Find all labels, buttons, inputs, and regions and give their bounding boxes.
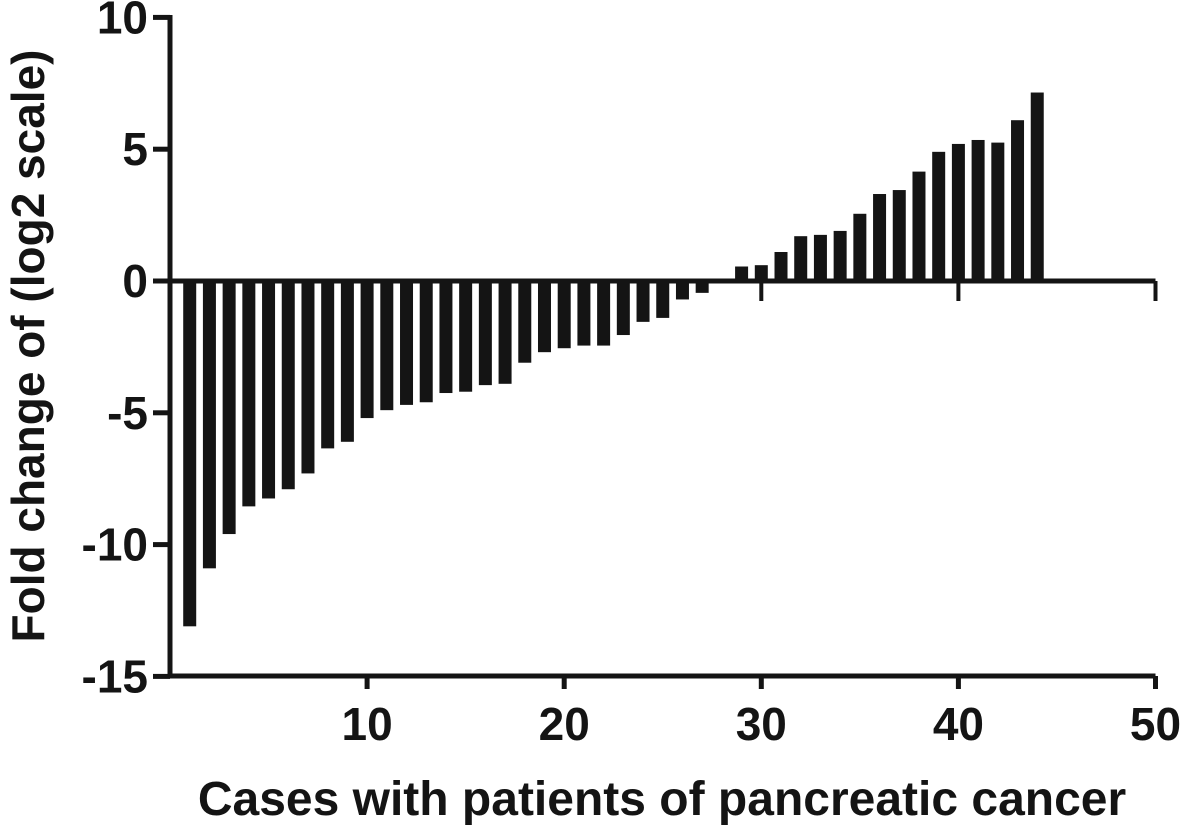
bar (597, 281, 611, 346)
zero-line-tick (365, 281, 370, 301)
x-axis-tick (955, 676, 961, 689)
y-tick-label: -5 (107, 387, 148, 439)
bar (242, 281, 256, 507)
bar (735, 266, 749, 281)
bar (892, 190, 906, 281)
bar (419, 281, 433, 403)
zero-line-tick (1153, 281, 1158, 301)
bar (400, 281, 414, 405)
bar (262, 281, 276, 499)
bar (301, 281, 315, 474)
bar (833, 230, 847, 281)
bar (439, 281, 453, 394)
bar (360, 281, 374, 419)
zero-line-tick (956, 281, 961, 301)
x-tick-label: 30 (736, 698, 787, 750)
bar (340, 281, 354, 442)
bar (873, 194, 887, 281)
zero-line-tick (562, 281, 567, 301)
x-axis-tick (364, 676, 370, 689)
bar (971, 139, 985, 281)
bar (1011, 120, 1025, 281)
bar (222, 281, 236, 535)
y-axis-tick (153, 542, 170, 548)
y-tick-label: 10 (97, 0, 148, 43)
x-axis-tick (1153, 676, 1158, 689)
bar (695, 281, 709, 293)
x-axis-tick (758, 676, 764, 689)
x-tick-label: 40 (933, 698, 984, 750)
bar (183, 281, 197, 627)
zero-line-tick (759, 281, 764, 301)
bar (321, 281, 335, 449)
bar (1030, 92, 1044, 281)
y-axis-tick (153, 410, 170, 416)
bar (557, 281, 571, 349)
y-axis-tick (153, 146, 170, 152)
bar (813, 234, 827, 281)
y-axis-line (167, 15, 173, 679)
bar (675, 281, 689, 300)
bar (912, 171, 926, 281)
bar (754, 265, 768, 281)
x-tick-label: 20 (539, 698, 590, 750)
bar (478, 281, 492, 386)
bar (932, 151, 946, 281)
bar (636, 281, 650, 322)
bar (537, 281, 551, 353)
x-tick-label: 10 (342, 698, 393, 750)
bar (577, 281, 591, 346)
bar (281, 281, 295, 490)
y-tick-label: 0 (122, 255, 148, 307)
y-axis-tick (153, 14, 170, 20)
y-axis-title: Fold change of (log2 scale) (2, 50, 54, 643)
bar (951, 143, 965, 281)
y-tick-label: 5 (122, 123, 148, 175)
bar (774, 252, 788, 281)
x-tick-label: 50 (1130, 698, 1181, 750)
bar (853, 213, 867, 281)
bar (616, 281, 630, 336)
bar (459, 281, 473, 392)
bar (794, 236, 808, 281)
bar (518, 281, 532, 363)
y-axis-tick (153, 278, 170, 284)
x-axis-tick (561, 676, 567, 689)
bar (202, 281, 216, 569)
x-axis-line (167, 673, 1156, 679)
y-tick-label: -15 (82, 650, 148, 702)
y-tick-label: -10 (82, 519, 148, 571)
bar (498, 281, 512, 384)
zero-line (167, 278, 1156, 284)
bar (380, 281, 394, 411)
bar (991, 142, 1005, 281)
bar (656, 281, 670, 318)
x-axis-title: Cases with patients of pancreatic cancer (198, 773, 1126, 826)
y-axis-tick (153, 673, 170, 679)
